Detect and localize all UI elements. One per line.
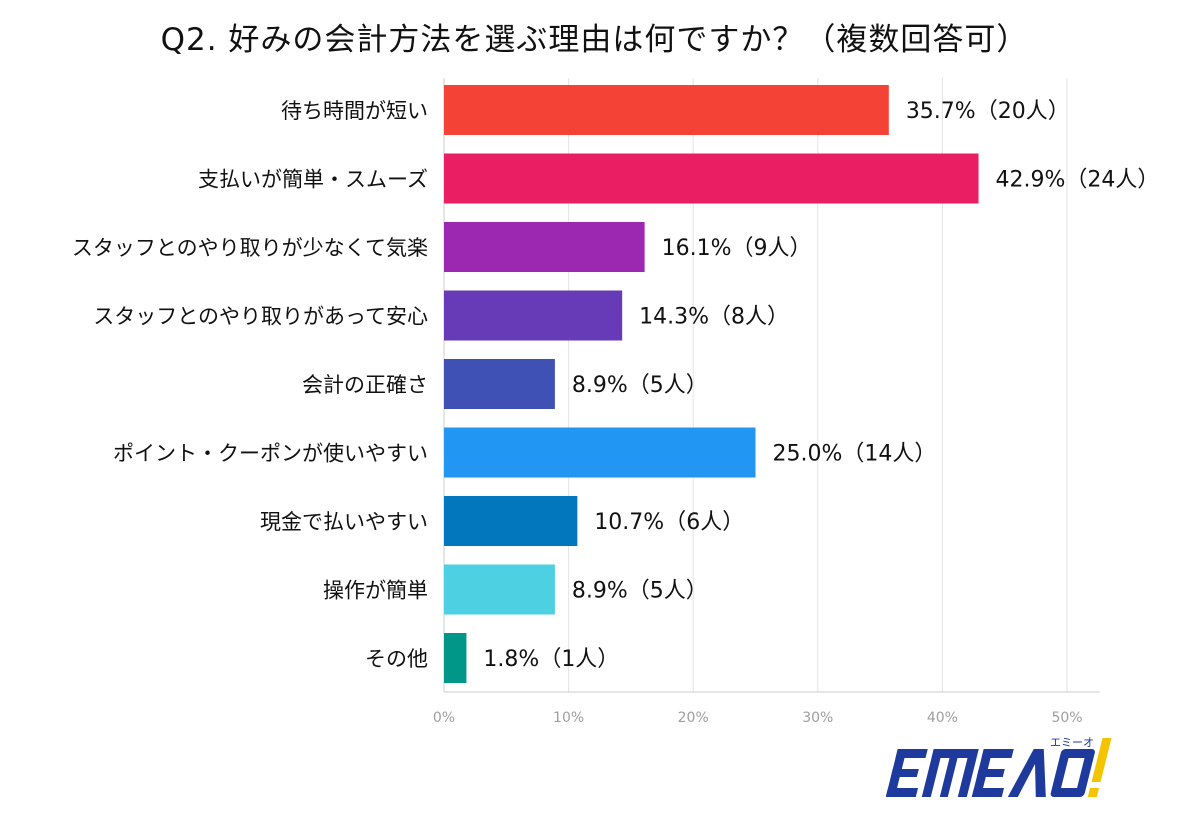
data-label: 14.3%（8人） xyxy=(639,305,789,330)
x-tick-label: 20% xyxy=(678,710,709,726)
category-label: 操作が簡単 xyxy=(323,579,428,603)
category-label: ポイント・クーポンが使いやすい xyxy=(113,442,428,466)
data-label: 16.1%（9人） xyxy=(662,236,812,261)
data-label: 42.9%（24人） xyxy=(996,168,1160,193)
data-label: 8.9%（5人） xyxy=(572,373,708,398)
x-tick-label: 10% xyxy=(553,710,584,726)
bar xyxy=(444,153,979,204)
x-axis-ticks: 0% 10% 20% 30% 40% 50% xyxy=(433,710,1083,726)
x-tick-label: 40% xyxy=(927,710,958,726)
data-label: 35.7%（20人） xyxy=(906,99,1070,124)
x-tick-label: 50% xyxy=(1051,710,1082,726)
bar xyxy=(444,85,889,135)
category-labels: 待ち時間が短い支払いが簡単・スムーズスタッフとのやり取りが少なくて気楽スタッフと… xyxy=(72,99,428,671)
category-label: 会計の正確さ xyxy=(302,373,428,397)
data-label: 10.7%（6人） xyxy=(594,510,744,535)
bar xyxy=(444,290,623,341)
bar xyxy=(444,496,578,546)
x-tick-label: 0% xyxy=(433,710,455,726)
bar xyxy=(444,222,645,272)
data-labels: 35.7%（20人） 42.9%（24人） 16.1%（9人） 14.3%（8人） 8.… xyxy=(483,99,1159,672)
bar xyxy=(444,427,756,478)
logo-reading: エミーオ xyxy=(1050,736,1094,749)
category-label: 待ち時間が短い xyxy=(281,99,428,123)
bar xyxy=(444,564,555,615)
bar xyxy=(444,359,555,409)
bars xyxy=(444,85,979,683)
category-label: 支払いが簡単・スムーズ xyxy=(198,168,428,192)
data-label: 25.0%（14人） xyxy=(773,442,937,467)
emeao-logo: エミーオ xyxy=(886,736,1112,797)
data-label: 8.9%（5人） xyxy=(572,579,708,604)
category-label: その他 xyxy=(365,647,428,671)
bar xyxy=(444,633,467,683)
x-tick-label: 30% xyxy=(802,710,833,726)
category-label: スタッフとのやり取りがあって安心 xyxy=(93,305,428,329)
category-label: 現金で払いやすい xyxy=(260,510,428,534)
data-label: 1.8%（1人） xyxy=(483,647,619,672)
category-label: スタッフとのやり取りが少なくて気楽 xyxy=(72,236,428,260)
chart-title: Q2. 好みの会計方法を選ぶ理由は何ですか？（複数回答可） xyxy=(160,22,1029,58)
